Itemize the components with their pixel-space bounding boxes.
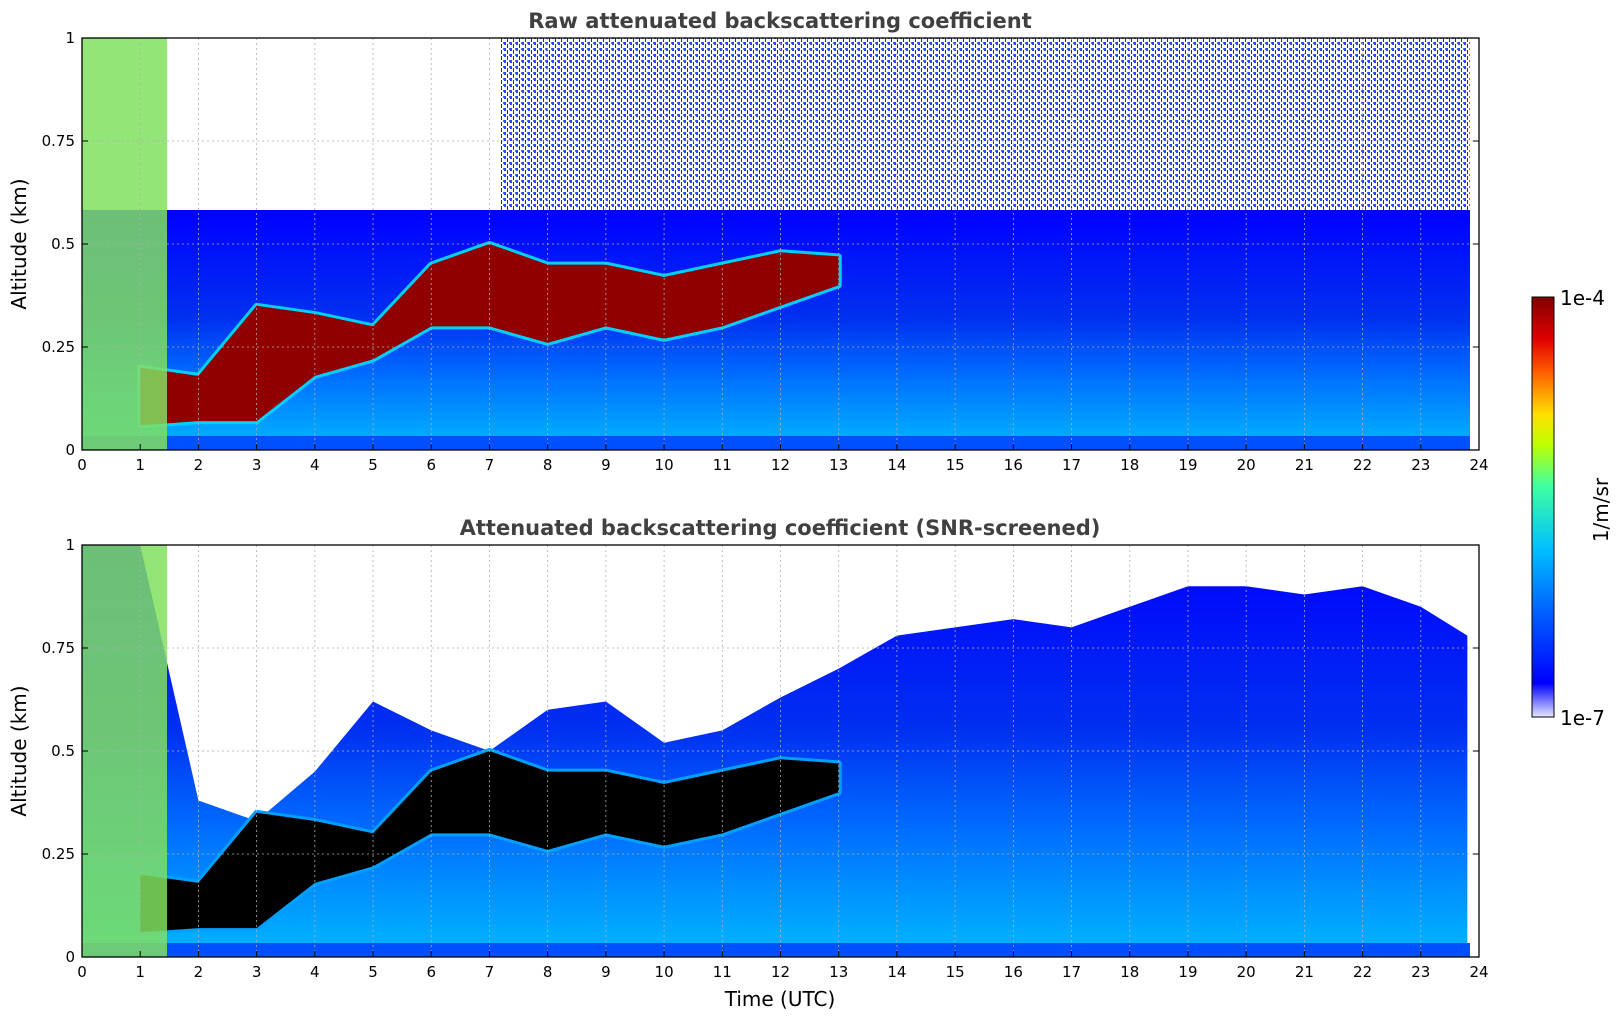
x-tick-label: 20 [1237, 963, 1256, 981]
x-tick-label: 17 [1062, 963, 1081, 981]
x-tick-label: 12 [771, 456, 790, 474]
y-tick-label: 1 [65, 29, 75, 47]
x-tick-label: 18 [1120, 456, 1139, 474]
x-tick-label: 8 [543, 456, 553, 474]
x-tick-label: 0 [77, 456, 87, 474]
x-tick-label: 5 [368, 963, 378, 981]
y-tick-label: 0.75 [42, 639, 75, 657]
x-tick-label: 15 [946, 963, 965, 981]
x-tick-label: 14 [887, 963, 906, 981]
x-tick-label: 16 [1004, 456, 1023, 474]
y-tick-label: 1 [65, 536, 75, 554]
panel-screened-title: Attenuated backscattering coefficient (S… [460, 516, 1101, 540]
x-tick-label: 15 [946, 456, 965, 474]
x-tick-label: 18 [1120, 963, 1139, 981]
x-tick-label: 23 [1411, 963, 1430, 981]
x-tick-label: 2 [194, 963, 204, 981]
x-tick-label: 6 [426, 963, 436, 981]
y-tick-label: 0.25 [42, 338, 75, 356]
x-tick-label: 5 [368, 456, 378, 474]
panel-raw-early-columns [82, 38, 167, 450]
x-tick-label: 13 [829, 963, 848, 981]
x-tick-label: 14 [887, 456, 906, 474]
x-tick-label: 4 [310, 456, 320, 474]
x-tick-label: 24 [1469, 963, 1488, 981]
x-tick-label: 1 [135, 963, 145, 981]
x-tick-label: 22 [1353, 963, 1372, 981]
x-tick-label: 22 [1353, 456, 1372, 474]
x-tick-label: 20 [1237, 456, 1256, 474]
x-tick-label: 1 [135, 456, 145, 474]
x-tick-label: 11 [713, 456, 732, 474]
y-tick-label: 0.5 [51, 742, 75, 760]
x-tick-label: 23 [1411, 456, 1430, 474]
panel-raw: 0 1 2 3 4 5 6 7 8 9 10 11 12 13 14 15 16 17 18 19 20 21 22 23 24… [7, 9, 1489, 474]
x-tick-label: 10 [655, 456, 674, 474]
panel-screened-x-ticks: 0 1 2 3 4 5 6 7 8 9 10 11 12 13 14 15 16 17 18 19 20 21 22 23 24 [77, 951, 1489, 981]
colorbar-unit-label: 1/m/sr [1589, 477, 1613, 542]
y-tick-label: 0 [65, 948, 75, 966]
x-tick-label: 6 [426, 456, 436, 474]
colorbar-min-label: 1e-7 [1560, 706, 1605, 730]
panel-raw-y-ticks: 0 0.25 0.5 0.75 1 [42, 29, 1479, 459]
panel-screened-ylabel: Altitude (km) [7, 685, 31, 816]
x-tick-label: 3 [252, 456, 262, 474]
x-tick-label: 3 [252, 963, 262, 981]
panel-raw-near-surface [82, 436, 1470, 450]
panel-screened-early-columns [82, 545, 167, 957]
y-tick-label: 0.5 [51, 235, 75, 253]
x-tick-label: 21 [1295, 963, 1314, 981]
panel-raw-ylabel: Altitude (km) [7, 178, 31, 309]
panel-screened-near-surface [82, 943, 1470, 957]
x-tick-label: 4 [310, 963, 320, 981]
y-tick-label: 0 [65, 441, 75, 459]
x-tick-label: 24 [1469, 456, 1488, 474]
x-tick-label: 19 [1178, 963, 1197, 981]
x-tick-label: 0 [77, 963, 87, 981]
x-tick-label: 21 [1295, 456, 1314, 474]
x-tick-label: 10 [655, 963, 674, 981]
panel-raw-x-ticks: 0 1 2 3 4 5 6 7 8 9 10 11 12 13 14 15 16 17 18 19 20 21 22 23 24 [77, 444, 1489, 474]
x-tick-label: 9 [601, 456, 611, 474]
x-tick-label: 2 [194, 456, 204, 474]
y-tick-label: 0.75 [42, 132, 75, 150]
panel-screened-xlabel: Time (UTC) [724, 987, 836, 1011]
x-tick-label: 9 [601, 963, 611, 981]
x-tick-label: 7 [485, 456, 495, 474]
panel-screened: 0 1 2 3 4 5 6 7 8 9 10 11 12 13 14 15 16 17 18 19 20 21 22 23 24… [7, 516, 1489, 1011]
x-tick-label: 11 [713, 963, 732, 981]
colorbar: 1e-4 1e-7 1/m/sr [1531, 286, 1613, 730]
x-tick-label: 19 [1178, 456, 1197, 474]
panel-screened-y-ticks: 0 0.25 0.5 0.75 1 [42, 536, 1479, 966]
panel-raw-title: Raw attenuated backscattering coefficien… [528, 9, 1032, 33]
x-tick-label: 16 [1004, 963, 1023, 981]
x-tick-label: 7 [485, 963, 495, 981]
y-tick-label: 0.25 [42, 845, 75, 863]
x-tick-label: 12 [771, 963, 790, 981]
x-tick-label: 8 [543, 963, 553, 981]
colorbar-gradient [1531, 296, 1555, 718]
x-tick-label: 17 [1062, 456, 1081, 474]
x-tick-label: 13 [829, 456, 848, 474]
colorbar-max-label: 1e-4 [1560, 286, 1605, 310]
